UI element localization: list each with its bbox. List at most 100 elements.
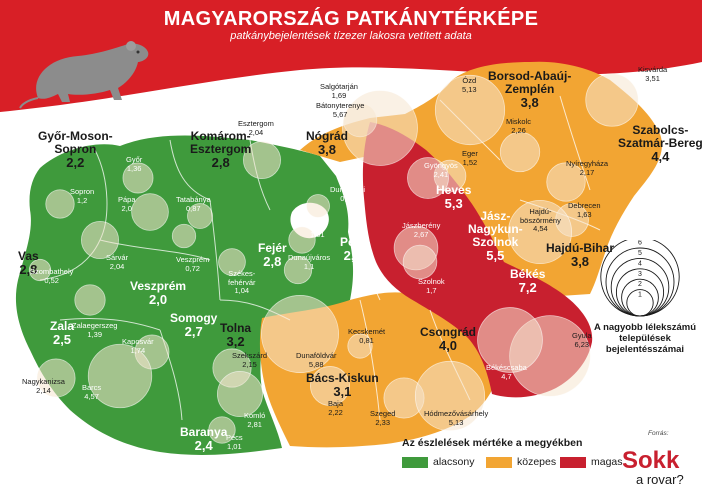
city-label-salgotarjan: Salgótarján 1,69 — [320, 82, 358, 100]
map-title: MAGYARORSZÁG PATKÁNYTÉRKÉPE — [163, 8, 539, 30]
city-label-bekescsaba: Békéscsaba 4,7 — [486, 363, 527, 381]
city-bubble-dunaföldvár — [261, 295, 339, 373]
county-label-komarom-esztergom: Komárom- Esztergom 2,8 — [190, 129, 252, 170]
city-label-baja: Baja 2,22 — [328, 399, 344, 417]
city-label-szekszard: Szekszárd 2,15 — [232, 351, 268, 369]
city-label-papa: Pápa 2,0 — [118, 195, 136, 213]
county-label-tolna: Tolna 3,2 — [220, 321, 252, 349]
city-bubble-kisvárda — [585, 73, 639, 127]
size-key-circle-1 — [626, 289, 654, 317]
map-subtitle: patkánybejelentések tízezer lakosra vetí… — [230, 30, 472, 42]
city-label-jaszbereny: Jászberény 2,67 — [402, 221, 441, 239]
city-bubble-esztergom — [242, 140, 282, 180]
legend-swatch-low — [402, 456, 428, 468]
city-label-dunakeszi: Dunakeszi 0,68 — [330, 185, 366, 203]
legend-swatch-medium — [486, 456, 512, 468]
city-label-debrecen: Debrecen 1,63 — [568, 201, 601, 219]
city-bubble-barcs — [87, 343, 153, 409]
city-label-pecs: Pécs 1,01 — [226, 433, 243, 451]
city-label-zalaegerszeg: Zalaegerszeg 1,39 — [72, 321, 118, 339]
city-bubble-hajdúböszörmény — [507, 199, 573, 265]
legend-swatch-high — [560, 456, 586, 468]
bubble-size-key: 6 5 4 3 2 1 — [600, 240, 680, 317]
county-label-bekes: Békés 7,2 — [510, 267, 546, 295]
county-label-somogy: Somogy 2,7 — [170, 311, 218, 339]
county-label-fejer: Fejér 2,8 — [258, 241, 287, 269]
county-label-hajdu-bihar: Hajdú-Bihar 3,8 — [546, 241, 615, 269]
city-label-dunaujvaros: Dunaújváros 1,1 — [288, 253, 331, 271]
city-label-esztergom: Esztergom 2,04 — [238, 119, 274, 137]
city-bubble-dunaújváros — [283, 255, 313, 285]
city-bubble-sopron — [45, 189, 75, 219]
city-bubble-baja — [310, 366, 350, 406]
city-label-szekesfehervar: Székes-fehérvár 1,04 — [228, 269, 256, 295]
city-bubble-komló — [216, 370, 264, 418]
city-label-kaposvar: Kaposvár 1,74 — [122, 337, 154, 355]
city-label-nagykanizsa: Nagykanizsa 2,14 — [22, 377, 65, 395]
city-bubble-pécs — [208, 416, 236, 444]
city-bubble-győr — [122, 162, 154, 194]
county-label-csongrad: Csongrád 4,0 — [420, 325, 477, 353]
city-label-szeged: Szeged 2,33 — [370, 409, 396, 427]
city-label-eger: Eger 1,52 — [462, 149, 478, 167]
city-label-miskolc: Miskolc 2,26 — [506, 117, 532, 135]
city-bubble-nagykanizsa — [36, 358, 76, 398]
city-label-batonyterenye: Bátonyterenye 5,67 — [316, 101, 365, 119]
city-bubble-szombathely — [28, 258, 52, 282]
city-bubble-székesfehérvár — [218, 248, 246, 276]
size-key-tick-1: 1 — [638, 292, 642, 299]
city-bubble-gyöngyös — [407, 157, 449, 199]
city-label-erd: Érd 1,01 — [310, 221, 325, 239]
city-bubble-érd — [288, 226, 316, 254]
city-label-kecskemet: Kecskemét 0,81 — [348, 327, 386, 345]
county-label-zala: Zala 2,5 — [50, 319, 75, 347]
county-label-pest: Pest 2,4 — [340, 235, 366, 263]
city-label-gyor: Győr 1,36 — [126, 155, 143, 173]
city-label-barcs: Barcs 4,57 — [82, 383, 102, 401]
sokk-logo: Sokk a rovar? — [622, 447, 684, 487]
city-label-dunafoldvar: Dunaföldvár 5,88 — [296, 351, 337, 369]
legend-item-high: magas — [560, 456, 623, 468]
county-label-jasz: Jász- Nagykun- Szolnok 5,5 — [468, 209, 523, 263]
rat-icon — [19, 41, 149, 109]
county-label-nograd: Nógrád 3,8 — [306, 129, 348, 157]
city-bubble-bátonyterenye — [342, 90, 418, 166]
city-bubble-sárvár — [80, 220, 120, 260]
county-label-heves: Heves 5,3 — [436, 183, 472, 211]
legend-item-low: alacsony — [402, 456, 474, 468]
county-label-szabolcs: Szabolcs- Szatmár-Bereg 4,4 — [618, 123, 702, 164]
county-label-baranya: Baranya 2,4 — [180, 425, 228, 453]
city-bubble-kecskemét — [347, 333, 373, 359]
city-label-sopron: Sopron 1,2 — [70, 187, 95, 205]
size-key-tick-2: 2 — [638, 281, 642, 288]
city-bubble-pápa — [131, 193, 169, 231]
city-label-sarvar: Sárvár 2,04 — [106, 253, 129, 271]
city-bubble-dunakeszi — [306, 194, 330, 218]
city-bubble-nyíregyháza — [546, 162, 586, 202]
city-label-komlo: Komló 2,81 — [244, 411, 266, 429]
legend-item-medium: közepes — [486, 456, 556, 468]
county-label-veszprem: Veszprém 2,0 — [130, 279, 187, 307]
size-key-tick-3: 3 — [638, 271, 642, 278]
city-label-gyula: Gyula 6,23 — [572, 331, 592, 349]
city-label-tatabanya: Tatabánya 0,87 — [176, 195, 211, 213]
county-label-bacs-kiskun: Bács-Kiskun 3,1 — [306, 371, 379, 399]
city-label-nyiregyhaza: Nyíregyháza 2,17 — [566, 159, 609, 177]
size-key-tick-4: 4 — [638, 260, 642, 267]
city-label-gyongyos: Gyöngyös 2,41 — [424, 161, 458, 179]
size-key-tick-5: 5 — [638, 250, 642, 257]
city-bubble-hódmezővásárhely — [414, 360, 486, 432]
size-key-tick-6: 6 — [638, 240, 642, 247]
city-bubble-miskolc — [499, 131, 541, 173]
source-label: Forrás: — [648, 430, 669, 437]
city-label-hodmezovasarhely: Hódmezővásárhely 5,13 — [424, 409, 489, 427]
city-bubble-szolnok — [402, 244, 438, 280]
county-label-gyor-moson-sopron: Győr-Moson- Sopron 2,2 — [38, 129, 113, 170]
city-bubble-ózd — [434, 74, 506, 146]
bubble-size-note: A nagyobb lélekszámú települések bejelen… — [593, 322, 697, 355]
city-bubble-tatabánya — [187, 203, 213, 229]
header-banner — [0, 0, 702, 112]
city-bubble-békéscsaba — [477, 307, 543, 373]
